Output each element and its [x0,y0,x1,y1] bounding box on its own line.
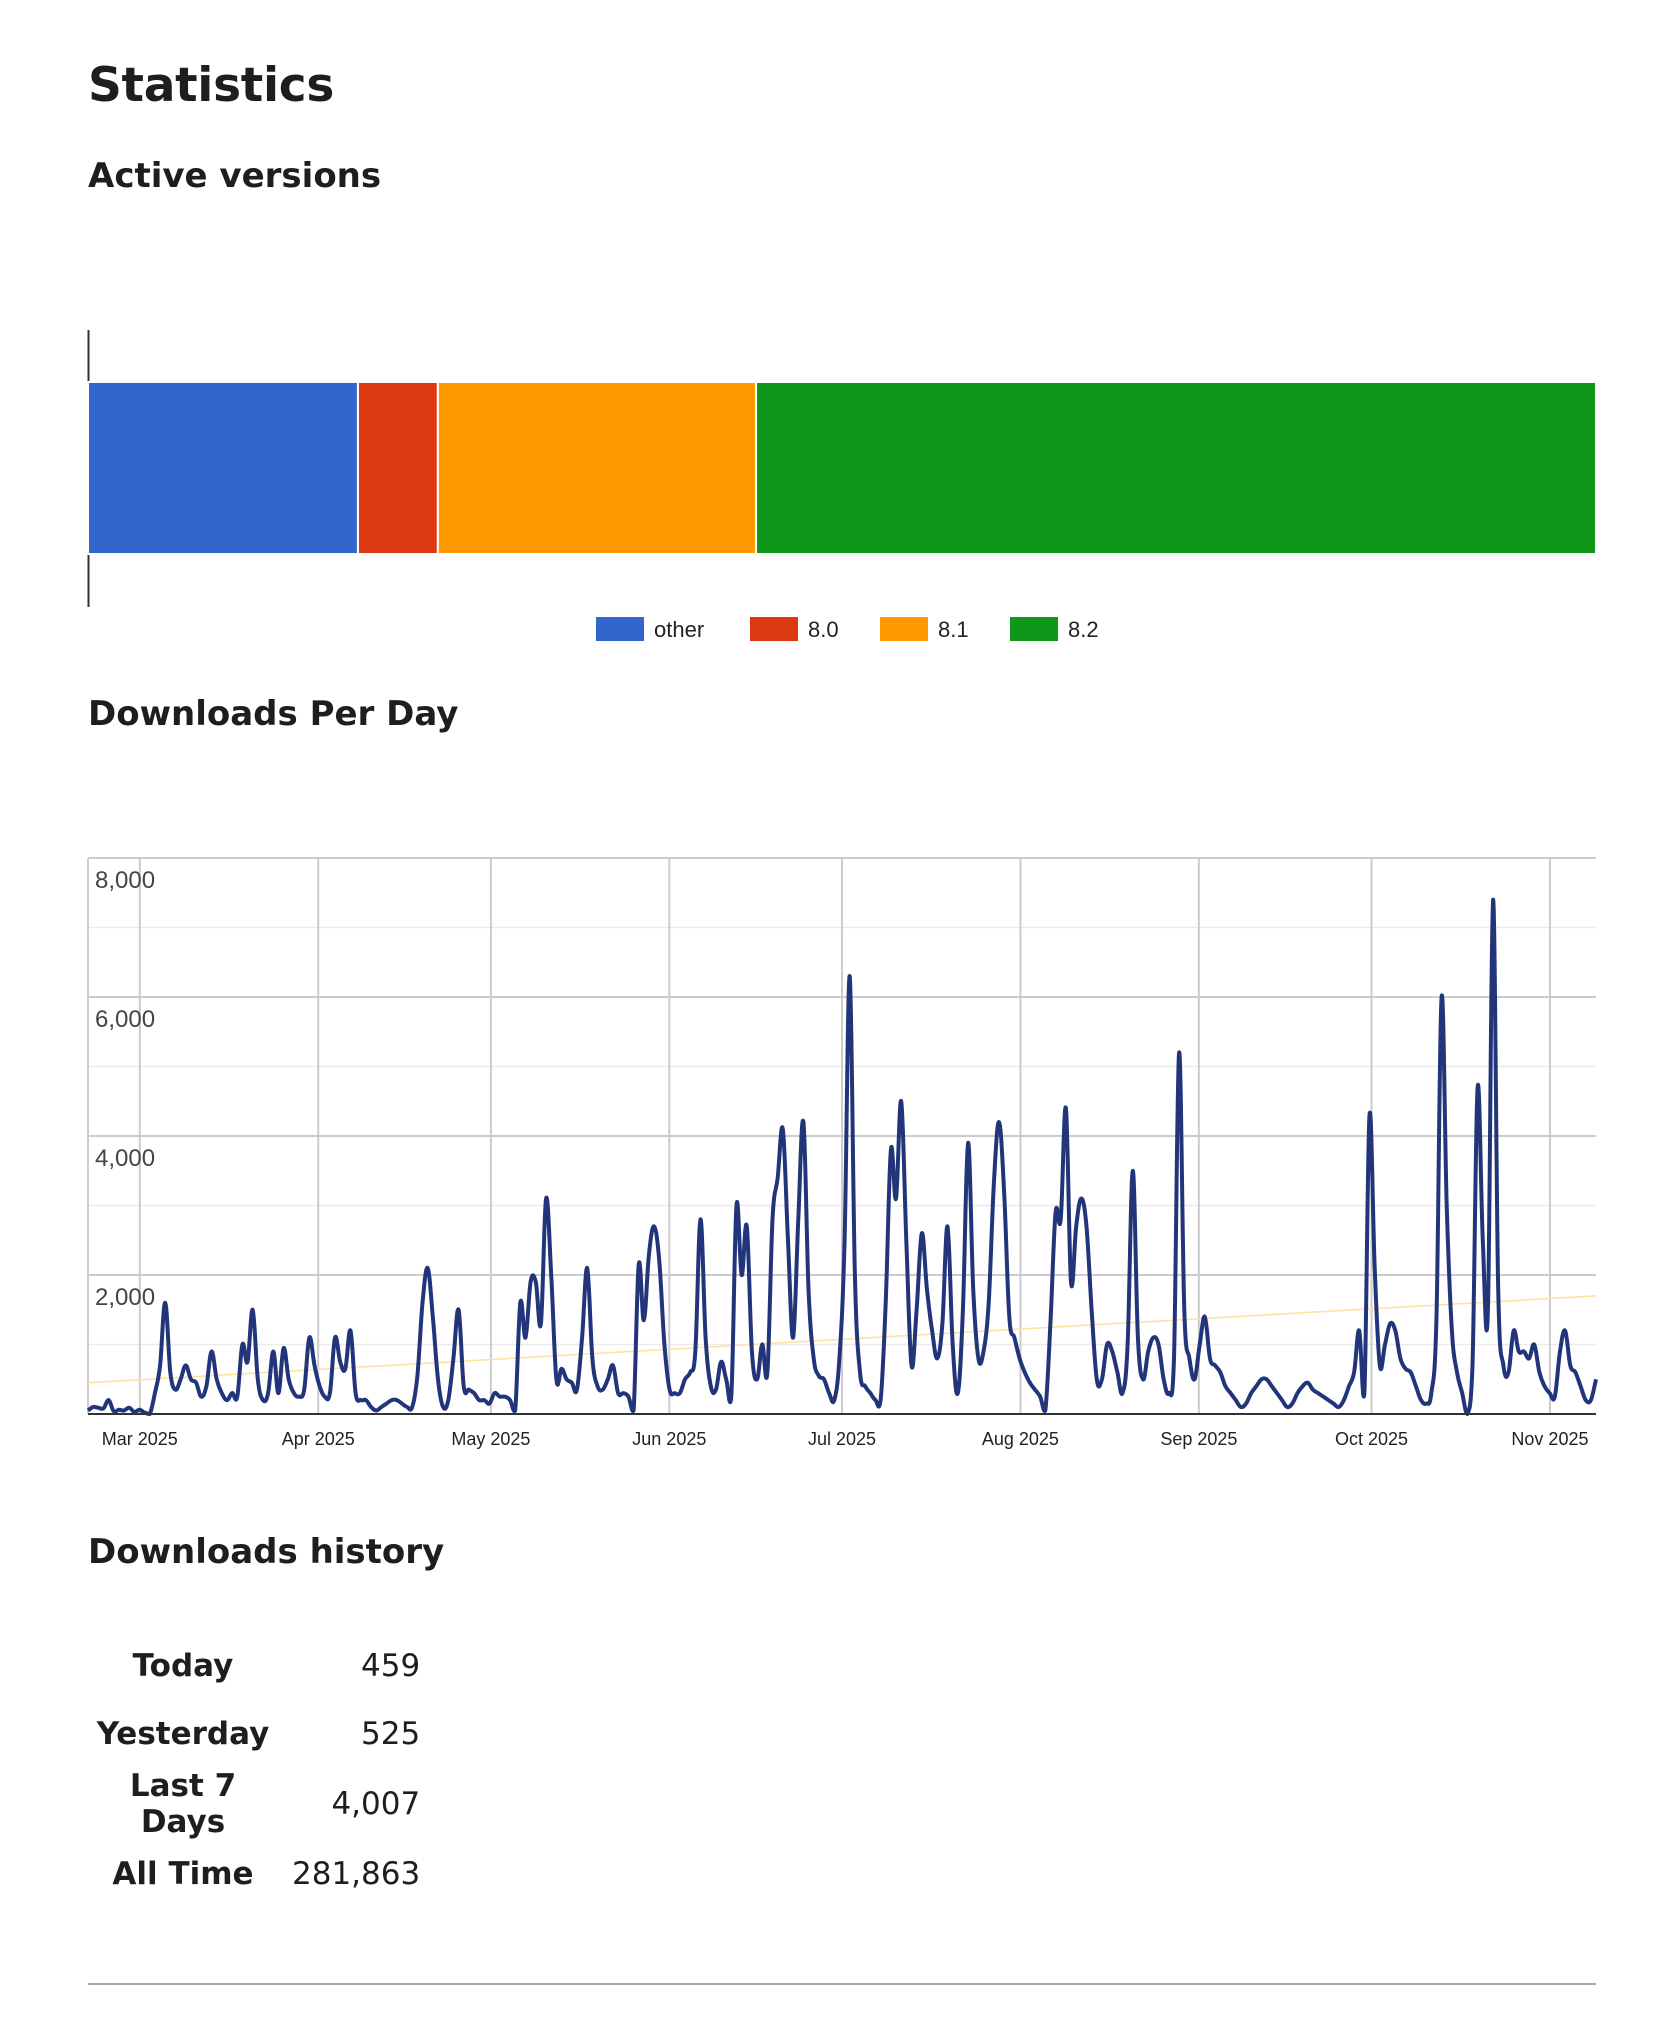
bottom-divider [88,1983,1596,1985]
downloads-per-day-title: Downloads Per Day [88,694,459,734]
legend-swatch-8-0 [750,617,798,641]
x-tick-label: May 2025 [451,1429,530,1449]
history-row-yesterday: Yesterday 525 [88,1700,421,1768]
version-bar-other [87,381,359,555]
legend-label-8-2: 8.2 [1068,617,1099,642]
history-label-all-time: All Time [112,1856,254,1892]
y-tick-label: 2,000 [95,1284,155,1311]
y-tick-label: 6,000 [95,1006,155,1033]
x-tick-label: Mar 2025 [102,1429,178,1449]
version-bar-8-0 [356,381,439,555]
legend-swatch-other [596,617,644,641]
legend-swatch-8-1 [880,617,928,641]
x-tick-label: Apr 2025 [282,1429,355,1449]
downloads-series-line [86,897,1598,1416]
history-value-all-time: 281,863 [292,1856,421,1892]
history-value-last-7-days: 4,007 [331,1786,421,1822]
legend-label-other: other [654,617,704,642]
history-row-last-7-days: Last 7 Days 4,007 [88,1768,420,1840]
downloads-history-title: Downloads history [88,1532,445,1572]
downloads-history-table: Today 459 Yesterday 525 Last 7 Days 4,00… [88,1632,421,1908]
active-versions-chart: other 8.0 8.1 8.2 [87,330,1597,642]
x-tick-label: Nov 2025 [1511,1429,1588,1449]
history-label-today: Today [132,1648,234,1684]
history-label-yesterday: Yesterday [96,1716,270,1752]
x-tick-label: Oct 2025 [1335,1429,1408,1449]
x-tick-label: Jul 2025 [808,1429,876,1449]
history-row-all-time: All Time 281,863 [88,1840,420,1908]
x-tick-label: Aug 2025 [982,1429,1059,1449]
page-title: Statistics [88,58,334,113]
version-bar-8-2 [755,381,1597,555]
history-label-last-7-days: Last 7 Days [129,1768,237,1840]
history-value-today: 459 [361,1648,421,1684]
legend-label-8-0: 8.0 [808,617,839,642]
y-tick-label: 4,000 [95,1145,155,1172]
history-value-yesterday: 525 [361,1716,421,1752]
history-row-today: Today 459 [88,1632,421,1700]
legend-label-8-1: 8.1 [938,617,969,642]
x-tick-label: Jun 2025 [632,1429,706,1449]
y-tick-label: 8,000 [95,867,155,894]
version-bar-8-1 [436,381,758,555]
legend-swatch-8-2 [1010,617,1058,641]
active-versions-title: Active versions [88,156,382,196]
x-tick-label: Sep 2025 [1160,1429,1237,1449]
downloads-per-day-chart: 2,000 4,000 6,000 8,000 Mar 2025 Apr 2025 May… [86,857,1598,1449]
